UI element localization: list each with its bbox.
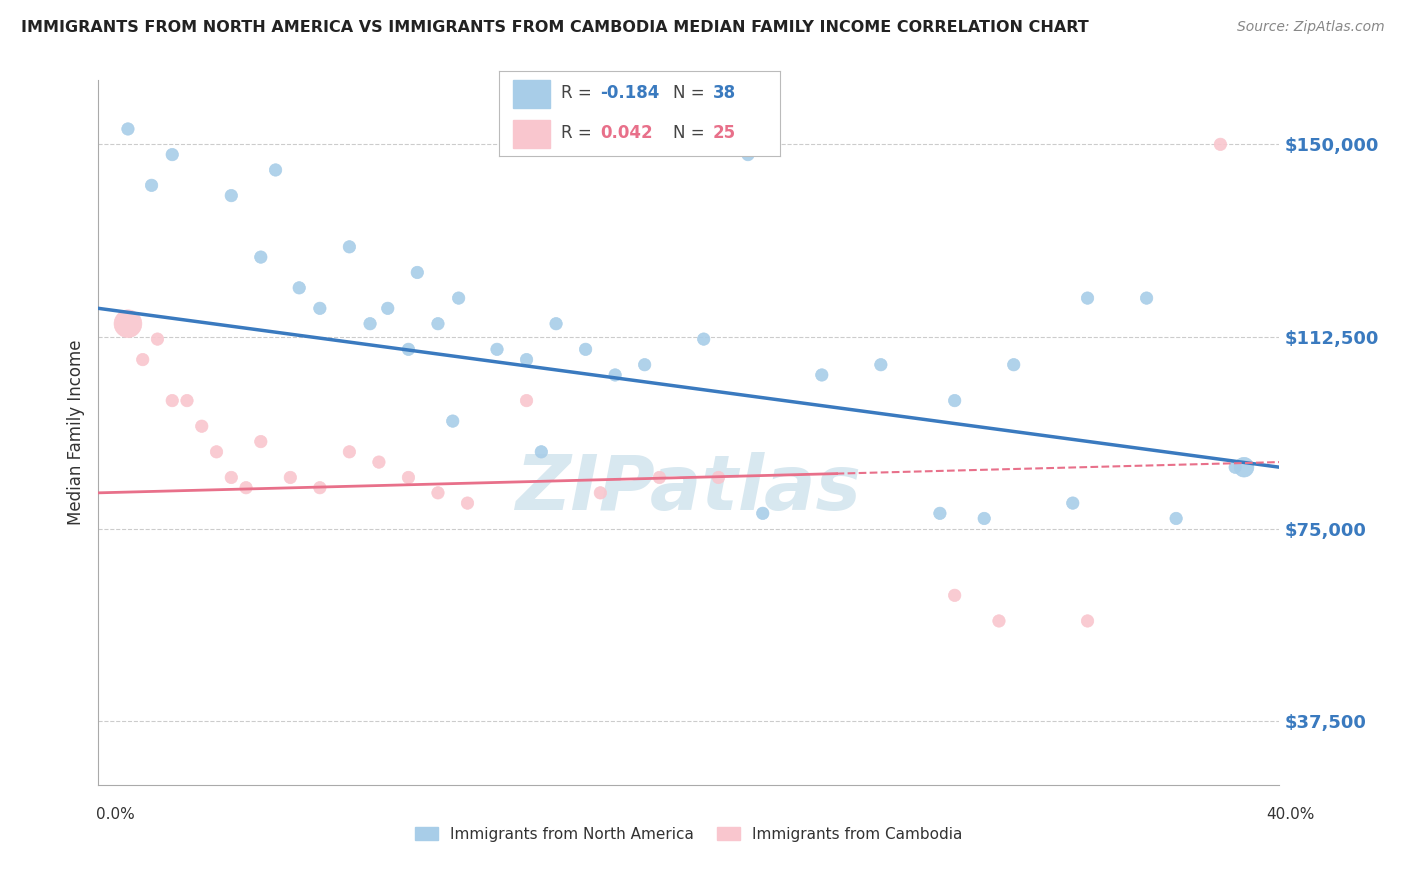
Point [309,481,332,495]
Legend: Immigrants from North America, Immigrants from Cambodia: Immigrants from North America, Immigrant… [409,821,969,847]
Point [339,445,361,459]
Point [988,614,1011,628]
Point [264,163,287,178]
FancyBboxPatch shape [513,120,550,147]
Point [427,486,450,500]
Text: 25: 25 [713,124,735,142]
Point [546,317,568,331]
Text: N =: N = [673,85,710,103]
Point [1166,511,1188,525]
Point [1209,137,1232,152]
Point [205,445,228,459]
Point [162,393,183,408]
Point [752,506,775,520]
Point [589,486,612,500]
Point [398,470,420,484]
Text: IMMIGRANTS FROM NORTH AMERICA VS IMMIGRANTS FROM CAMBODIA MEDIAN FAMILY INCOME C: IMMIGRANTS FROM NORTH AMERICA VS IMMIGRA… [21,20,1088,35]
Point [1077,614,1099,628]
Text: 40.0%: 40.0% [1267,807,1315,822]
Point [648,470,671,484]
Point [221,470,243,484]
Point [359,317,381,331]
Point [1077,291,1099,305]
Point [441,414,464,428]
Point [146,332,169,346]
Point [288,281,311,295]
Point [250,250,273,264]
Point [368,455,391,469]
Point [1233,460,1256,475]
Point [398,343,420,357]
Point [250,434,273,449]
Text: Source: ZipAtlas.com: Source: ZipAtlas.com [1237,20,1385,34]
Point [117,317,139,331]
Point [929,506,952,520]
Y-axis label: Median Family Income: Median Family Income [66,340,84,525]
Point [530,445,553,459]
Point [693,332,716,346]
Point [235,481,257,495]
Point [943,393,966,408]
Text: 0.042: 0.042 [600,124,652,142]
Point [141,178,163,193]
Point [1225,460,1247,475]
Point [870,358,893,372]
Point [516,393,538,408]
Text: ZIPatlas: ZIPatlas [516,452,862,526]
Point [457,496,479,510]
Point [943,588,966,602]
Point [339,240,361,254]
Point [176,393,198,408]
Point [575,343,598,357]
Point [605,368,627,382]
Text: 0.0%: 0.0% [96,807,135,822]
Text: R =: R = [561,85,598,103]
Point [1062,496,1084,510]
Point [1136,291,1159,305]
Point [447,291,470,305]
Text: N =: N = [673,124,710,142]
Point [162,147,183,161]
Point [427,317,450,331]
Point [737,147,759,161]
Point [973,511,995,525]
Text: -0.184: -0.184 [600,85,659,103]
Text: 38: 38 [713,85,735,103]
Point [377,301,399,316]
FancyBboxPatch shape [513,80,550,108]
Point [406,265,429,279]
Text: R =: R = [561,124,598,142]
Point [191,419,214,434]
Point [516,352,538,367]
Point [280,470,302,484]
Point [634,358,657,372]
Point [309,301,332,316]
Point [811,368,834,382]
Point [117,122,139,136]
Point [132,352,155,367]
Point [707,470,730,484]
Point [221,188,243,202]
Point [486,343,509,357]
Point [1002,358,1025,372]
